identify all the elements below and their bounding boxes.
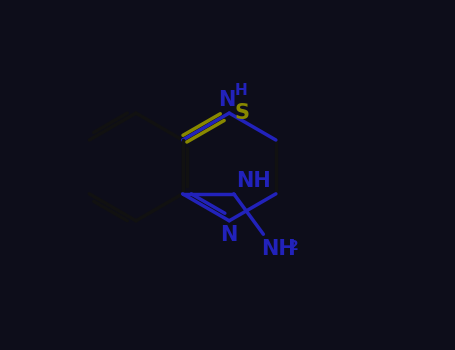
Text: N: N [221,225,238,245]
Text: NH: NH [237,171,271,191]
Text: 2: 2 [289,239,299,253]
Text: NH: NH [261,239,295,259]
Text: H: H [235,83,248,98]
Text: S: S [234,103,249,123]
Text: N: N [218,90,235,110]
